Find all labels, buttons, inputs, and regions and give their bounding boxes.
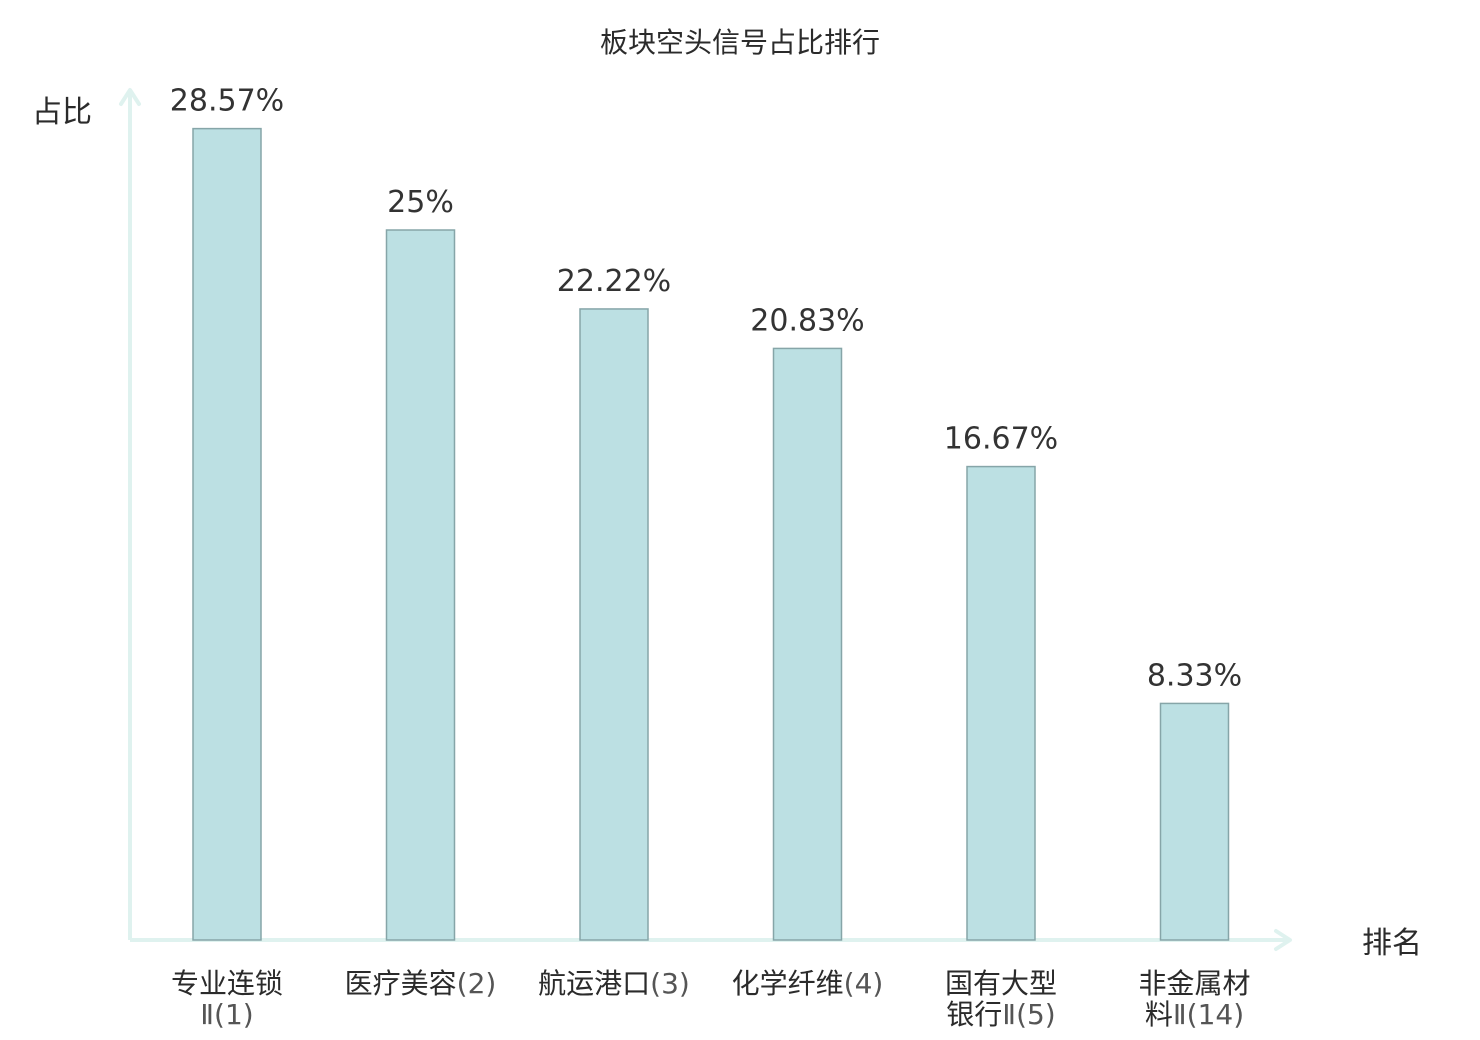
bar [192, 127, 262, 941]
value-labels-group: 28.57% 25% 22.22% 20.83% 16.67% 8.33% [170, 84, 1242, 694]
value-label: 16.67% [944, 422, 1058, 457]
category-name: 非金属材 [1138, 967, 1250, 1000]
category-rank: (2) [457, 967, 497, 1000]
category-label: 化学纤维(4) [732, 967, 884, 1000]
category-rank: Ⅱ(5) [1002, 998, 1055, 1031]
category-label-line: 银行Ⅱ(5) [946, 998, 1055, 1031]
category-name: 料 [1145, 998, 1173, 1031]
category-name: 化学纤维 [732, 967, 844, 1000]
category-label: 非金属材料Ⅱ(14) [1138, 967, 1250, 1031]
category-name: 银行 [946, 998, 1002, 1031]
y-axis-label: 占比 [32, 95, 92, 130]
category-label-line: 医疗美容(2) [345, 967, 497, 1000]
category-label: 国有大型银行Ⅱ(5) [945, 967, 1057, 1031]
x-axis-label: 排名 [1362, 926, 1422, 961]
category-label: 航运港口(3) [538, 967, 690, 1000]
category-rank: Ⅱ(14) [1173, 998, 1244, 1031]
category-rank: (4) [844, 967, 884, 1000]
x-axis-arrow-icon [1274, 929, 1292, 951]
category-label-line: 化学纤维(4) [732, 967, 884, 1000]
bars-group [192, 127, 1230, 941]
value-label: 20.83% [750, 303, 864, 338]
category-name: 航运港口 [538, 967, 650, 1000]
value-label: 28.57% [170, 84, 284, 119]
category-name: 专业连锁 [171, 967, 283, 1000]
bar [772, 347, 843, 941]
bar [966, 465, 1036, 941]
category-label: 专业连锁 Ⅱ(1) [171, 967, 283, 1031]
category-label-line: Ⅱ(1) [200, 998, 253, 1031]
category-rank: Ⅱ(1) [200, 998, 253, 1031]
value-label: 22.22% [557, 264, 671, 299]
category-labels-group: 专业连锁 Ⅱ(1) 医疗美容(2) 航运港口(3) 化学纤维(4) 国有大型银行Ⅱ(5) 非… [171, 967, 1251, 1031]
value-label: 25% [387, 185, 454, 220]
value-label: 8.33% [1147, 658, 1242, 693]
category-label-line: 国有大型 [945, 967, 1057, 1000]
category-rank: (3) [650, 967, 690, 1000]
chart-title: 板块空头信号占比排行 [600, 26, 880, 59]
category-name: 医疗美容 [345, 967, 457, 1000]
category-label: 医疗美容(2) [345, 967, 497, 1000]
bar [385, 229, 456, 941]
category-label-line: 航运港口(3) [538, 967, 690, 1000]
bar [579, 308, 649, 941]
category-name: 国有大型 [945, 967, 1057, 1000]
category-label-line: 非金属材 [1138, 967, 1250, 1000]
bar [1159, 702, 1230, 941]
y-axis-arrow-icon [119, 88, 141, 106]
category-label-line: 专业连锁 [171, 967, 283, 1000]
category-label-line: 料Ⅱ(14) [1145, 998, 1244, 1031]
axes [119, 88, 1292, 951]
